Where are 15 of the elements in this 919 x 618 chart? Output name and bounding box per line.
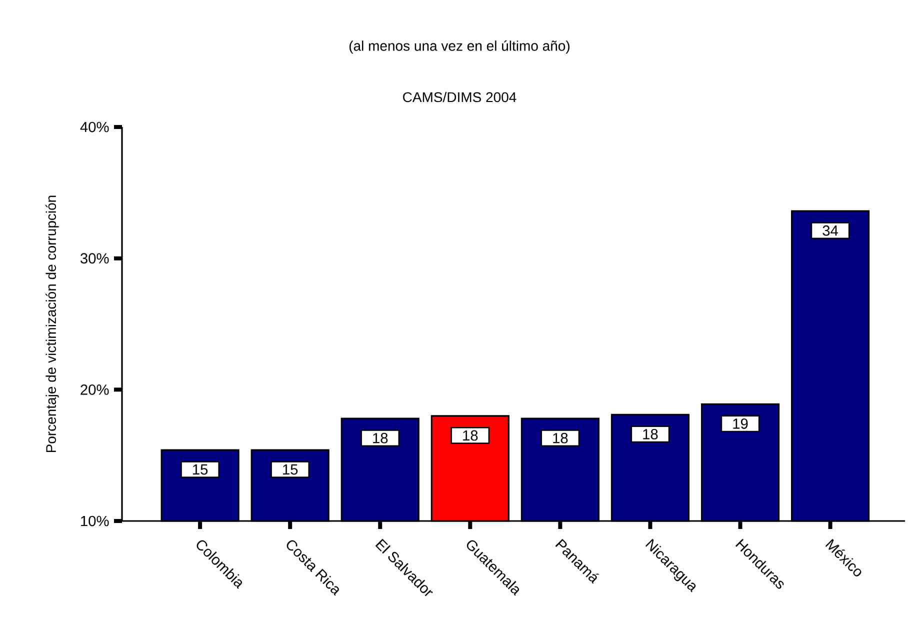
data-label: 18: [373, 432, 388, 444]
data-label: 19: [733, 418, 748, 429]
y-tick-label: 10%: [81, 516, 109, 526]
y-tick-label: 30%: [80, 253, 109, 264]
data-label: 18: [553, 432, 568, 444]
chart-subtitle: (al menos una vez en el último año): [349, 40, 570, 54]
data-label: 15: [193, 464, 208, 475]
data-label: 34: [822, 225, 838, 236]
text: CAMS/DIMS 2004: [403, 92, 516, 102]
y-tick-label: 20%: [80, 384, 109, 395]
data-label: 15: [283, 464, 298, 475]
data-label: 18: [643, 428, 658, 440]
data-label: 18: [463, 430, 478, 441]
y-axis-title: Porcentaje de victimización de corrupción: [46, 196, 59, 452]
y-tick-label: 40%: [80, 122, 109, 132]
